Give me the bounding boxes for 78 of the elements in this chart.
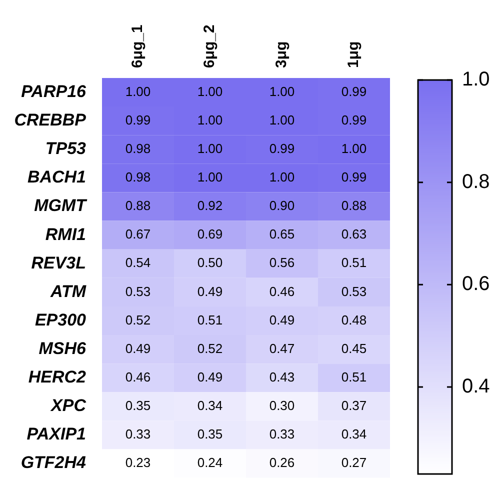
data-label: 0.54 bbox=[125, 255, 151, 270]
data-label: 0.53 bbox=[125, 284, 151, 299]
color-bar-label: 0.8 bbox=[462, 170, 490, 193]
data-label: 0.98 bbox=[125, 170, 151, 185]
data-label: 1.00 bbox=[269, 112, 295, 128]
data-label: 0.90 bbox=[269, 198, 295, 214]
data-label: 0.56 bbox=[269, 255, 295, 270]
x-tick-label: 6μg_1 bbox=[129, 24, 146, 68]
data-label: 0.45 bbox=[341, 340, 367, 356]
data-label: 0.65 bbox=[269, 226, 295, 242]
y-tick-label: MSH6 bbox=[38, 338, 87, 358]
data-label: 0.49 bbox=[125, 340, 151, 356]
y-tick-label: PARP16 bbox=[21, 82, 87, 101]
data-label: 1.00 bbox=[197, 170, 223, 185]
data-label: 0.99 bbox=[269, 140, 295, 156]
x-tick-label: 1μg bbox=[345, 41, 362, 68]
data-label: 0.92 bbox=[197, 198, 223, 214]
y-tick-label: GTF2H4 bbox=[20, 453, 87, 472]
data-label: 0.53 bbox=[341, 284, 367, 299]
data-label: 0.99 bbox=[341, 112, 367, 128]
x-tick-label: 3μg bbox=[273, 41, 290, 68]
data-label: 0.49 bbox=[197, 284, 223, 299]
y-tick-label: RMI1 bbox=[45, 224, 86, 244]
data-label: 0.98 bbox=[125, 140, 151, 156]
data-label: 0.63 bbox=[341, 226, 367, 242]
data-label: 0.49 bbox=[197, 369, 223, 384]
data-label: 0.51 bbox=[197, 312, 223, 328]
data-label: 0.33 bbox=[269, 426, 295, 442]
y-tick-label: PAXIP1 bbox=[26, 424, 86, 444]
data-label: 1.00 bbox=[269, 170, 295, 185]
data-label: 0.30 bbox=[269, 398, 295, 413]
y-tick-label: BACH1 bbox=[27, 168, 86, 187]
y-tick-label: CREBBP bbox=[14, 110, 87, 130]
data-label: 1.00 bbox=[125, 84, 151, 99]
data-label: 0.43 bbox=[269, 369, 295, 384]
data-label: 0.52 bbox=[125, 312, 151, 328]
data-label: 1.00 bbox=[197, 84, 223, 99]
color-bar-label: 0.4 bbox=[462, 376, 490, 398]
data-label: 0.51 bbox=[341, 369, 367, 384]
data-label: 0.35 bbox=[125, 398, 151, 413]
data-label: 0.99 bbox=[125, 112, 151, 128]
y-tick-label: XPC bbox=[50, 396, 87, 416]
data-label: 0.99 bbox=[341, 170, 367, 185]
data-label: 0.50 bbox=[197, 255, 223, 270]
y-tick-label: ATM bbox=[49, 282, 87, 301]
data-label: 1.00 bbox=[197, 112, 223, 128]
color-bar-label: 0.6 bbox=[462, 273, 490, 296]
data-label: 0.88 bbox=[341, 198, 367, 214]
y-tick-label: MGMT bbox=[34, 196, 88, 216]
data-label: 0.88 bbox=[125, 198, 151, 214]
data-label: 0.33 bbox=[125, 426, 151, 442]
color-bar-label: 1.0 bbox=[462, 68, 490, 91]
data-label: 0.69 bbox=[197, 226, 223, 242]
data-label: 0.37 bbox=[341, 398, 367, 413]
y-tick-label: REV3L bbox=[31, 253, 86, 272]
data-label: 0.47 bbox=[269, 340, 295, 356]
y-tick-label: TP53 bbox=[45, 139, 87, 158]
data-label: 0.48 bbox=[341, 312, 367, 328]
data-label: 0.34 bbox=[197, 398, 223, 413]
data-label: 0.49 bbox=[269, 312, 295, 328]
data-label: 0.34 bbox=[341, 426, 367, 442]
data-label: 0.51 bbox=[341, 255, 367, 270]
data-label: 1.00 bbox=[197, 140, 223, 156]
data-label: 0.23 bbox=[125, 455, 151, 470]
data-label: 1.00 bbox=[341, 140, 367, 156]
x-tick-label: 6μg_2 bbox=[201, 24, 218, 68]
data-label: 0.35 bbox=[197, 426, 223, 442]
data-label: 0.46 bbox=[269, 284, 295, 299]
data-label: 0.26 bbox=[269, 455, 295, 470]
data-label: 0.46 bbox=[125, 369, 151, 384]
data-label: 0.24 bbox=[197, 455, 223, 470]
data-label: 0.27 bbox=[341, 455, 367, 470]
data-label: 0.99 bbox=[341, 84, 367, 99]
data-label: 0.52 bbox=[197, 340, 223, 356]
data-label: 0.67 bbox=[125, 226, 151, 242]
y-tick-label: EP300 bbox=[34, 310, 87, 330]
y-tick-label: HERC2 bbox=[28, 368, 87, 387]
data-label: 1.00 bbox=[269, 84, 295, 99]
